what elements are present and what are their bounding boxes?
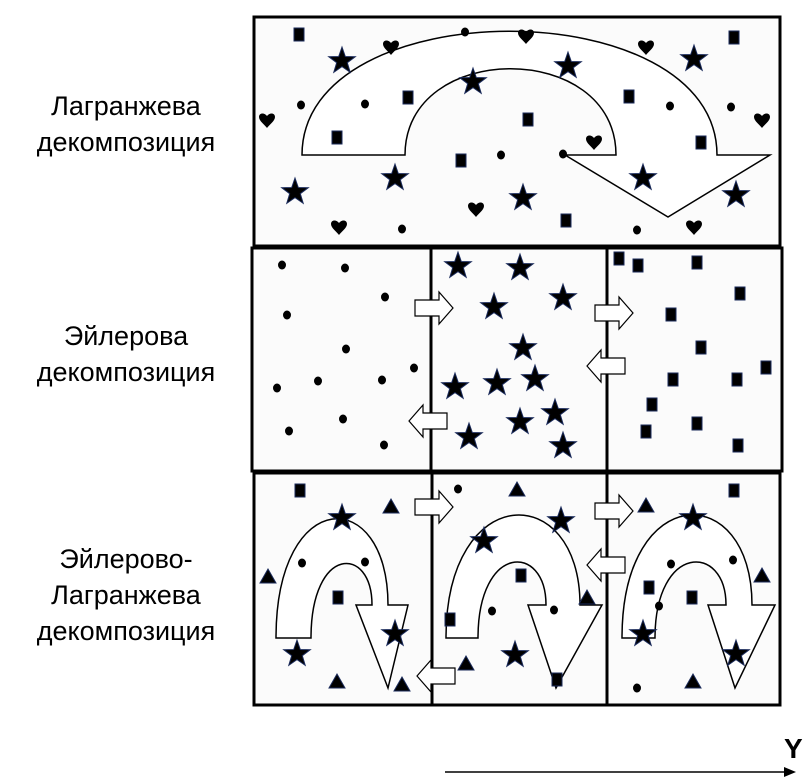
square-particle-icon	[728, 483, 740, 498]
dot-particle-icon	[298, 558, 306, 568]
label-eulerian-line1: Эйлерова	[63, 321, 189, 351]
dot-particle-icon	[550, 605, 558, 615]
label-hybrid-line3: декомпозиция	[36, 616, 216, 646]
dot-particle-icon	[727, 102, 735, 112]
hybrid-panel	[252, 471, 782, 707]
square-particle-icon	[402, 90, 414, 105]
square-particle-icon	[331, 130, 343, 145]
square-particle-icon	[640, 424, 652, 439]
square-particle-icon	[551, 672, 563, 687]
dot-particle-icon	[380, 440, 388, 450]
dot-particle-icon	[361, 557, 369, 567]
square-particle-icon	[613, 251, 625, 266]
square-particle-icon	[515, 568, 527, 583]
dot-particle-icon	[497, 150, 505, 160]
square-particle-icon	[667, 372, 679, 387]
dot-particle-icon	[339, 414, 347, 424]
dot-particle-icon	[666, 101, 674, 111]
dot-particle-icon	[488, 606, 496, 616]
dot-particle-icon	[454, 484, 462, 494]
lagrangian-curved-arrow	[301, 30, 773, 218]
label-hybrid-line1: Эйлерово-	[59, 544, 193, 574]
label-hybrid: Эйлерово- Лагранжева декомпозиция	[8, 541, 244, 649]
dot-particle-icon	[285, 426, 293, 436]
square-particle-icon	[760, 360, 772, 375]
square-particle-icon	[732, 438, 744, 453]
dot-particle-icon	[398, 224, 406, 234]
square-particle-icon	[695, 340, 707, 355]
dot-particle-icon	[633, 225, 641, 235]
label-lagrangian-line1: Лагранжева	[51, 91, 201, 121]
square-particle-icon	[643, 580, 655, 595]
dot-particle-icon	[461, 27, 469, 37]
dot-particle-icon	[410, 363, 418, 373]
hybrid-curved-arrow-2	[445, 514, 604, 690]
square-particle-icon	[695, 135, 707, 150]
square-particle-icon	[691, 255, 703, 270]
square-particle-icon	[560, 213, 572, 228]
square-particle-icon	[522, 112, 534, 127]
label-eulerian-line2: декомпозиция	[36, 357, 216, 387]
dot-particle-icon	[655, 601, 663, 611]
square-particle-icon	[623, 89, 635, 104]
dot-particle-icon	[273, 383, 281, 393]
square-particle-icon	[444, 612, 456, 627]
label-hybrid-line2: Лагранжева	[51, 580, 201, 610]
dot-particle-icon	[667, 559, 675, 569]
dot-particle-icon	[729, 555, 737, 565]
square-particle-icon	[734, 286, 746, 301]
square-particle-icon	[293, 27, 305, 42]
square-particle-icon	[455, 153, 467, 168]
square-particle-icon	[728, 30, 740, 45]
square-particle-icon	[691, 416, 703, 431]
eulerian-panel	[250, 246, 784, 473]
dot-particle-icon	[341, 263, 349, 273]
dot-particle-icon	[381, 292, 389, 302]
dot-particle-icon	[297, 100, 305, 110]
square-particle-icon	[646, 397, 658, 412]
dot-particle-icon	[314, 376, 322, 386]
square-particle-icon	[686, 590, 698, 605]
dot-particle-icon	[361, 99, 369, 109]
square-particle-icon	[332, 590, 344, 605]
label-lagrangian-line2: декомпозиция	[36, 127, 216, 157]
dot-particle-icon	[633, 683, 641, 693]
y-axis-label: Y	[784, 733, 803, 764]
square-particle-icon	[632, 258, 644, 273]
label-eulerian: Эйлерова декомпозиция	[8, 318, 244, 390]
dot-particle-icon	[378, 375, 386, 385]
dot-particle-icon	[559, 149, 567, 159]
hybrid-curved-arrow-1	[275, 518, 409, 691]
y-axis-arrowhead	[784, 767, 796, 777]
label-lagrangian: Лагранжева декомпозиция	[8, 88, 244, 160]
square-particle-icon	[731, 372, 743, 387]
dot-particle-icon	[342, 344, 350, 354]
dot-particle-icon	[278, 260, 286, 270]
square-particle-icon	[665, 307, 677, 322]
square-particle-icon	[294, 483, 306, 498]
dot-particle-icon	[283, 310, 291, 320]
